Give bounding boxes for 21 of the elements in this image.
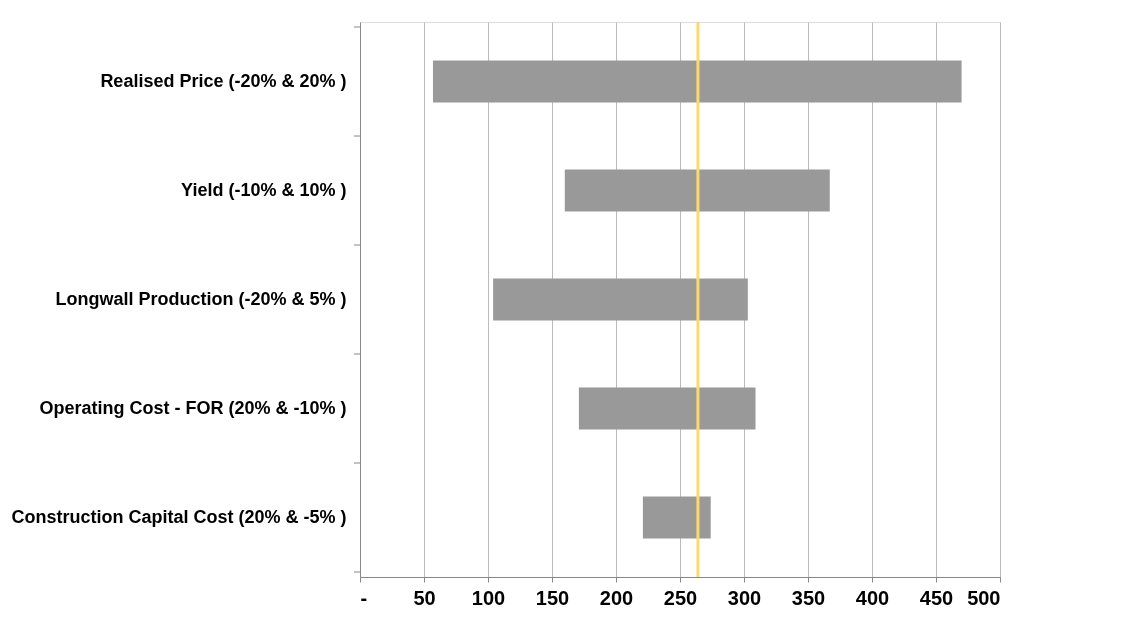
bar	[578, 387, 756, 430]
y-tick-label: Operating Cost - FOR (20% & -10% )	[39, 398, 347, 418]
y-tick-label: Longwall Production (-20% & 5% )	[55, 289, 347, 309]
x-tick-label: 250	[663, 586, 698, 609]
y-tick-label: Construction Capital Cost (20% & -5% )	[11, 507, 347, 527]
x-tick-label: 400	[855, 586, 890, 609]
x-tick-label: 500	[967, 586, 1001, 609]
y-tick-label: Yield (-10% & 10% )	[181, 180, 347, 200]
x-tick-label: -	[360, 586, 368, 609]
x-tick-label: 100	[471, 586, 506, 609]
x-tick-label: 300	[727, 586, 762, 609]
x-tick-label: 50	[413, 586, 436, 609]
x-tick-label: 200	[599, 586, 634, 609]
x-tick-label: 150	[535, 586, 570, 609]
bar	[642, 496, 711, 539]
y-tick-label: Realised Price (-20% & 20% )	[100, 71, 347, 91]
bar	[493, 278, 748, 321]
x-tick-label: 450	[919, 586, 954, 609]
bar	[564, 169, 830, 212]
bar	[432, 60, 962, 103]
x-tick-label: 350	[791, 586, 826, 609]
